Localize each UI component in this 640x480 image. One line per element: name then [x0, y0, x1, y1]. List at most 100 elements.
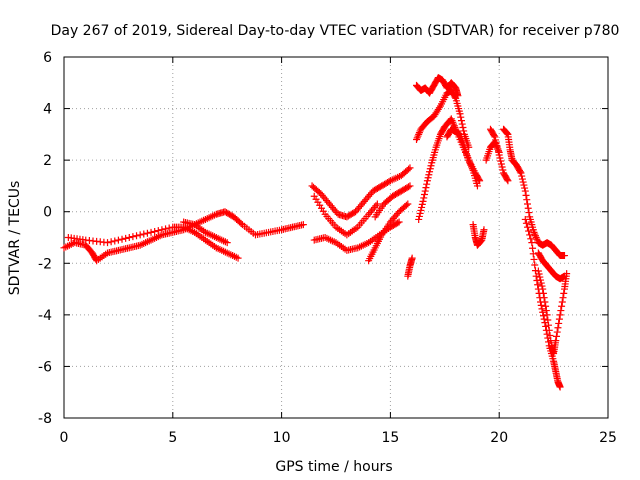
data-point-marker — [454, 92, 462, 100]
data-point-marker — [460, 127, 468, 135]
data-point-marker — [395, 218, 403, 226]
series-group — [404, 254, 416, 280]
data-point-marker — [545, 321, 553, 329]
y-tick-label: -2 — [38, 256, 52, 272]
series-group — [310, 192, 381, 239]
data-point-marker — [544, 316, 552, 324]
x-axis-label: GPS time / hours — [275, 459, 392, 475]
series-group — [443, 125, 481, 190]
data-point-marker — [516, 168, 524, 176]
data-point-marker — [530, 228, 538, 236]
data-point-marker — [118, 235, 126, 243]
data-point-marker — [111, 237, 119, 245]
data-point-marker — [450, 120, 458, 128]
data-point-marker — [415, 130, 423, 138]
data-point-marker — [556, 311, 564, 319]
series-group — [365, 200, 412, 265]
data-point-marker — [125, 234, 133, 241]
data-point-marker — [415, 129, 423, 137]
data-point-marker — [405, 165, 413, 173]
data-point-marker — [524, 204, 532, 212]
data-point-marker — [554, 324, 562, 332]
data-point-marker — [555, 315, 563, 323]
data-point-marker — [458, 120, 466, 128]
series-group — [308, 164, 414, 221]
data-point-marker — [539, 312, 547, 320]
data-point-marker — [557, 307, 565, 315]
data-point-marker — [542, 307, 550, 315]
data-point-marker — [480, 226, 488, 234]
data-point-marker — [372, 202, 380, 210]
data-point-marker — [531, 230, 539, 238]
y-tick-label: 4 — [43, 102, 52, 118]
data-point-marker — [466, 160, 474, 168]
series-group — [486, 125, 512, 185]
gridlines — [64, 57, 608, 418]
data-point-marker — [558, 302, 566, 310]
data-point-marker — [523, 200, 531, 208]
data-point-marker — [560, 289, 568, 297]
series-group — [60, 208, 307, 265]
data-point-marker — [522, 219, 530, 227]
y-tick-label: -6 — [38, 359, 52, 375]
data-point-marker — [522, 191, 530, 199]
data-point-marker — [496, 154, 504, 162]
data-point-marker — [521, 184, 529, 192]
y-tick-label: -8 — [38, 411, 52, 427]
data-point-marker — [538, 305, 546, 313]
data-point-marker — [417, 206, 425, 214]
data-point-marker — [537, 301, 545, 309]
data-point-marker — [533, 235, 541, 243]
x-tick-label: 20 — [490, 430, 508, 446]
data-point-marker — [494, 145, 502, 153]
data-point-marker — [540, 315, 548, 323]
data-point-marker — [418, 200, 426, 208]
y-tick-label: 6 — [43, 50, 52, 66]
data-point-marker — [559, 294, 567, 302]
data-point-marker — [415, 215, 423, 223]
data-point-marker — [497, 160, 505, 168]
data-point-marker — [427, 162, 435, 170]
data-point-marker — [373, 200, 381, 208]
data-point-marker — [518, 175, 526, 183]
data-point-marker — [523, 196, 531, 204]
data-point-marker — [299, 221, 307, 229]
x-tick-label: 0 — [60, 430, 69, 446]
data-point-marker — [413, 136, 421, 144]
data-point-marker — [423, 177, 431, 185]
x-tick-label: 10 — [273, 430, 291, 446]
data-point-marker — [122, 234, 130, 242]
data-point-marker — [448, 117, 456, 125]
data-point-marker — [234, 254, 242, 262]
data-point-marker — [560, 252, 568, 260]
series-group — [413, 74, 462, 100]
data-point-marker — [556, 383, 564, 391]
data-point-marker — [521, 215, 529, 223]
data-point-marker — [394, 219, 402, 227]
chart-title: Day 267 of 2019, Sidereal Day-to-day VTE… — [51, 23, 620, 39]
data-point-marker — [237, 219, 245, 227]
series-group — [64, 223, 242, 262]
data-point-marker — [531, 232, 539, 240]
data-point-marker — [495, 148, 503, 156]
y-tick-label: 2 — [43, 153, 52, 169]
data-point-marker — [426, 168, 434, 176]
data-point-marker — [555, 319, 563, 327]
data-point-marker — [523, 223, 531, 231]
data-point-marker — [414, 132, 422, 140]
data-point-marker — [449, 118, 457, 126]
y-tick-label: 0 — [43, 205, 52, 221]
data-point-marker — [129, 233, 137, 241]
data-point-marker — [553, 328, 561, 336]
data-point-marker — [521, 187, 529, 195]
data-point-marker — [541, 298, 549, 306]
data-point-marker — [542, 302, 550, 310]
data-point-marker — [420, 194, 428, 202]
data-point-marker — [151, 227, 159, 235]
data-point-marker — [424, 174, 432, 182]
data-point-marker — [504, 177, 512, 185]
data-point-marker — [490, 132, 498, 140]
data-point-marker — [162, 225, 170, 233]
data-point-marker — [107, 238, 115, 246]
